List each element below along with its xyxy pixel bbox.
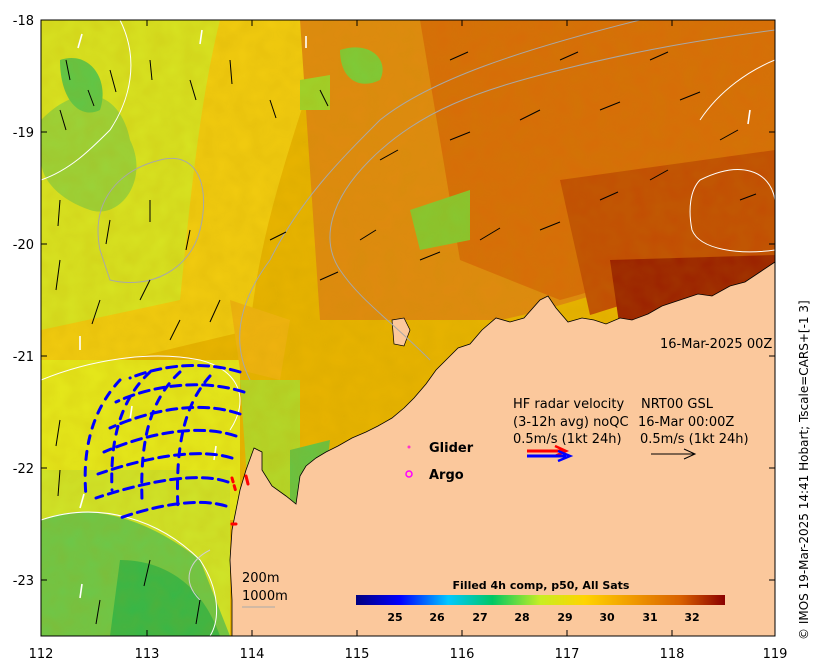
argo-marker-icon xyxy=(405,470,413,478)
glider-label: Glider xyxy=(429,441,474,456)
side-credit-label: © IMOS 19-Mar-2025 14:41 Hobart; Tscale=… xyxy=(797,300,811,640)
x-tick-labels: 112 113 114 115 116 117 118 119 xyxy=(29,647,788,662)
current-vectors xyxy=(55,51,757,625)
hf-radar-scale-arrow-icon xyxy=(527,444,574,463)
bathymetry-contours xyxy=(41,20,775,636)
nrt-legend-line3: 0.5m/s (1kt 24h) xyxy=(640,432,749,447)
x-tick-label: 116 xyxy=(450,647,475,662)
contour-label-1000m: 1000m xyxy=(242,589,288,604)
current-vectors-white xyxy=(77,29,751,599)
x-tick-label: 112 xyxy=(29,647,54,662)
y-axis xyxy=(41,19,775,581)
colorbar: Filled 4h comp, p50, All Sats 25 26 27 2… xyxy=(356,579,725,624)
timestamp-label: 16-Mar-2025 00Z xyxy=(660,337,772,352)
colorbar-tick-label: 31 xyxy=(642,611,657,624)
colorbar-tick-label: 30 xyxy=(599,611,615,624)
nrt-legend-line2: 16-Mar 00:00Z xyxy=(638,415,734,430)
y-tick-labels: -18 -19 -20 -21 -22 -23 xyxy=(13,14,34,589)
y-tick-label: -20 xyxy=(13,238,34,253)
glider-marker-icon xyxy=(407,445,411,449)
hf-radar-legend: HF radar velocity (3-12h avg) noQC 0.5m/… xyxy=(513,397,749,447)
hf-legend-line3: 0.5m/s (1kt 24h) xyxy=(513,432,622,447)
colorbar-title: Filled 4h comp, p50, All Sats xyxy=(453,579,630,592)
y-tick-label: -19 xyxy=(13,126,34,141)
nrt-scale-arrow-icon xyxy=(651,448,697,460)
x-tick-label: 119 xyxy=(763,647,788,662)
colorbar-tick-label: 27 xyxy=(472,611,487,624)
colorbar-gradient xyxy=(356,595,725,605)
y-tick-label: -22 xyxy=(13,462,34,477)
hf-radar-field xyxy=(83,363,250,526)
land-mass xyxy=(229,261,775,636)
colorbar-tick-label: 32 xyxy=(684,611,699,624)
x-tick-label: 115 xyxy=(345,647,370,662)
x-tick-label: 113 xyxy=(135,647,160,662)
hf-legend-line2: (3-12h avg) noQC xyxy=(513,415,629,430)
plot-frame xyxy=(40,19,776,637)
colorbar-tick-label: 26 xyxy=(429,611,445,624)
y-tick-label: -18 xyxy=(13,14,34,29)
argo-label: Argo xyxy=(429,468,464,483)
y-tick-label: -21 xyxy=(13,350,34,365)
x-tick-label: 114 xyxy=(240,647,265,662)
hf-legend-line1: HF radar velocity xyxy=(513,397,625,412)
colorbar-tick-label: 29 xyxy=(557,611,572,624)
x-axis xyxy=(40,20,776,636)
y-tick-label: -23 xyxy=(13,574,34,589)
x-tick-label: 117 xyxy=(555,647,580,662)
platform-legend: Glider Argo xyxy=(405,441,474,483)
nrt-legend-line1: NRT00 GSL xyxy=(641,397,714,412)
colorbar-tick-label: 28 xyxy=(514,611,529,624)
contour-label-200m: 200m xyxy=(242,571,279,586)
colorbar-tick-label: 25 xyxy=(387,611,402,624)
x-tick-label: 118 xyxy=(660,647,685,662)
